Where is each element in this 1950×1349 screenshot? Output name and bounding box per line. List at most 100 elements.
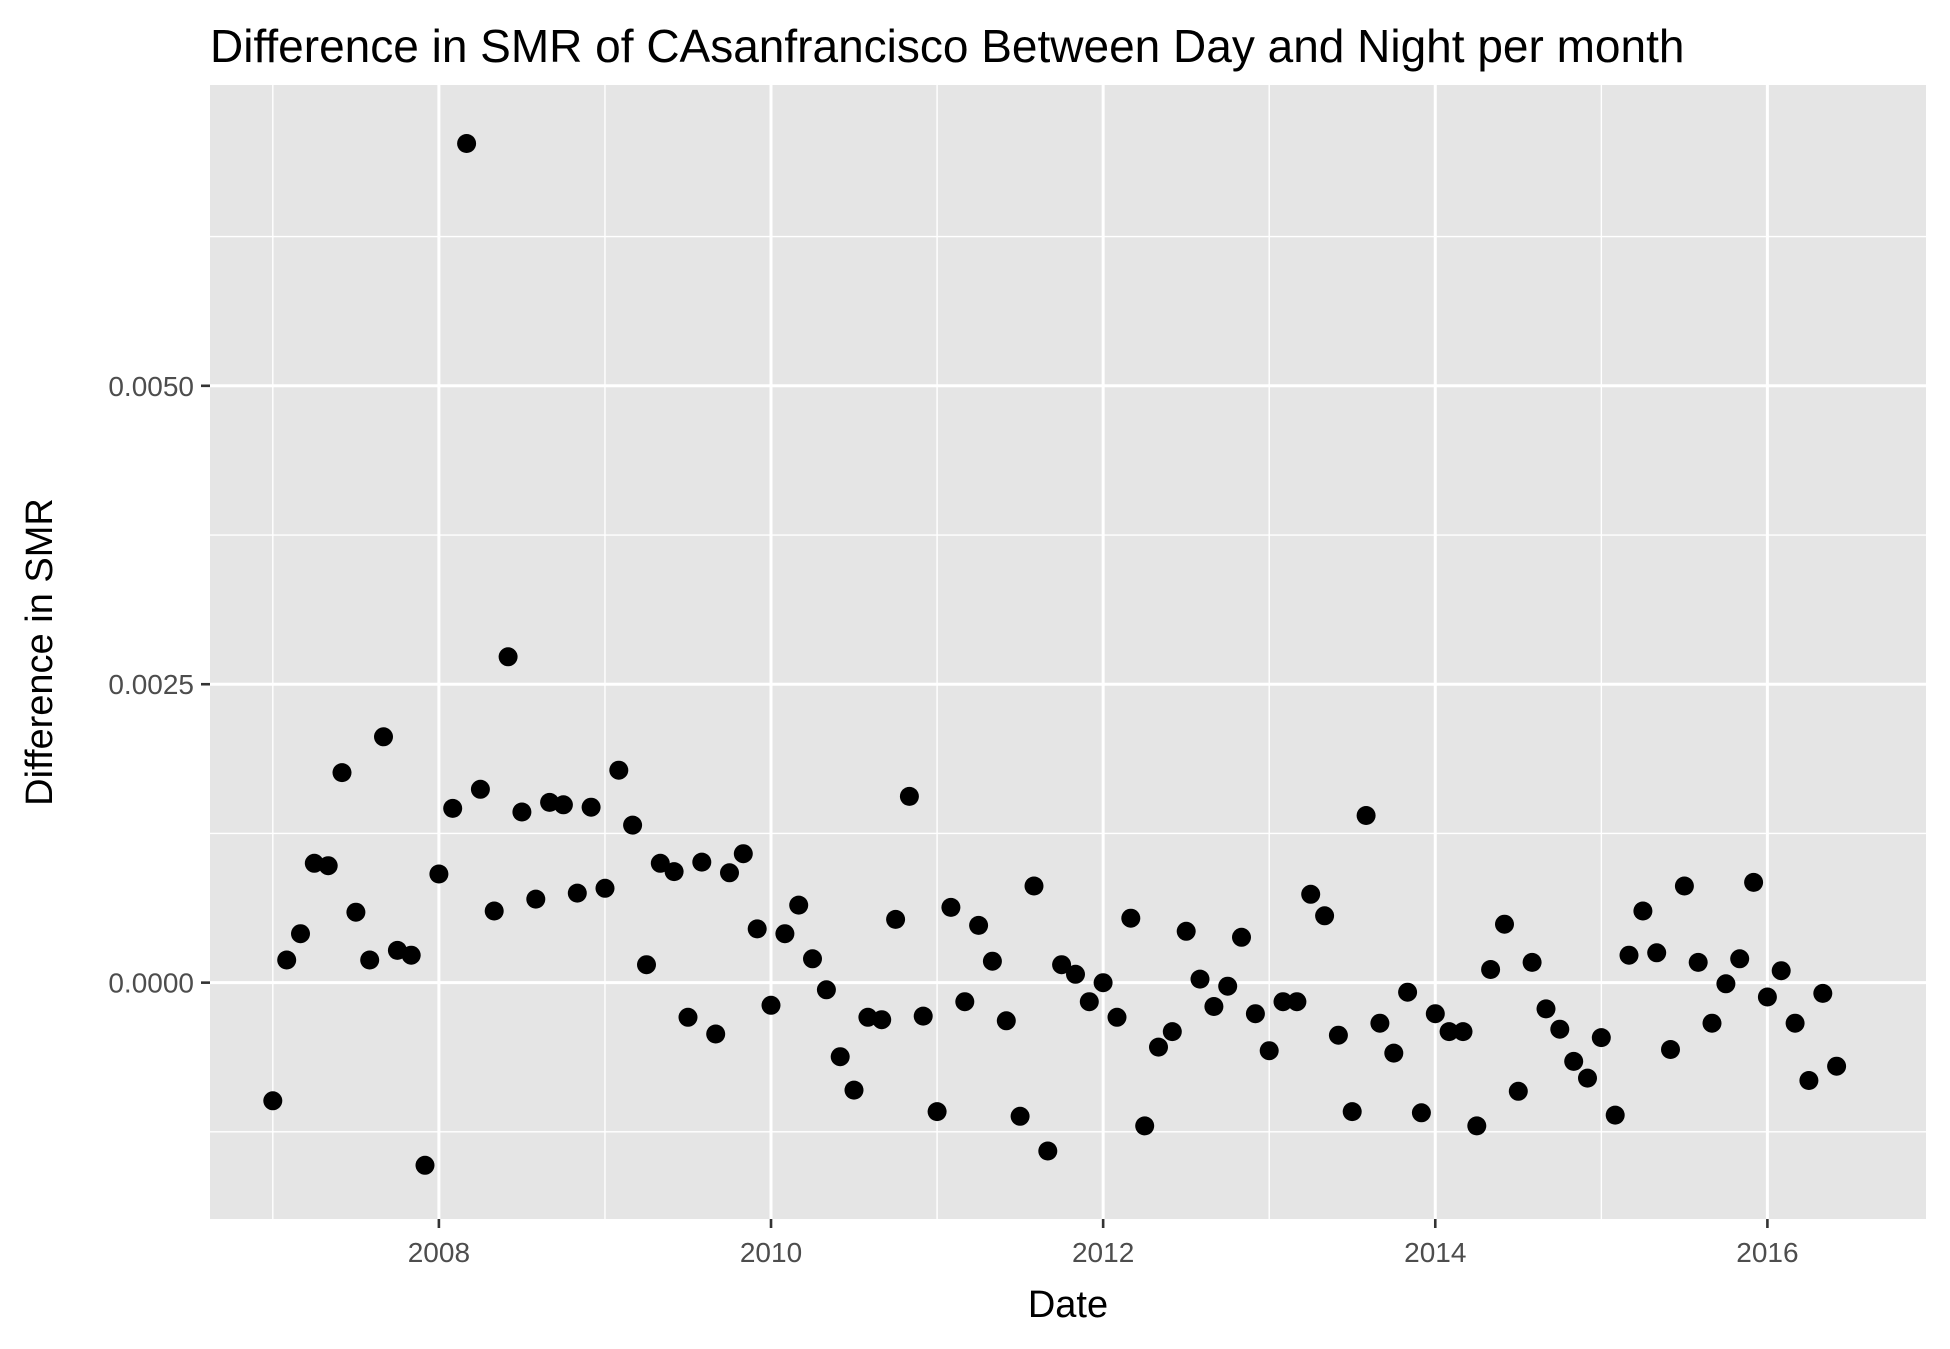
data-point (1619, 945, 1639, 965)
data-point (470, 779, 490, 799)
minor-gridlines (210, 85, 1926, 1219)
data-point (1107, 1007, 1127, 1027)
data-point (886, 909, 906, 929)
y-tick-label: 0.0050 (108, 371, 194, 402)
data-point (1204, 997, 1224, 1016)
data-point (1799, 1071, 1819, 1090)
data-point (1245, 1004, 1265, 1024)
data-point (1273, 992, 1293, 1012)
data-point (1052, 955, 1072, 975)
data-point (775, 924, 795, 944)
data-point (457, 134, 477, 153)
x-tick-label: 2016 (1736, 1237, 1798, 1268)
data-point (1536, 999, 1556, 1019)
y-axis-title: Difference in SMR (19, 498, 61, 806)
data-point (318, 856, 338, 876)
data-point (512, 802, 532, 822)
data-point (969, 915, 989, 935)
data-point (1757, 987, 1777, 1007)
data-point (789, 895, 809, 915)
data-point (1453, 1022, 1473, 1042)
data-points (263, 134, 1847, 1175)
data-point (844, 1080, 864, 1100)
data-point (484, 901, 504, 921)
data-point (1162, 1022, 1182, 1042)
plot-panel (210, 85, 1926, 1219)
data-point (1301, 884, 1321, 904)
data-point (664, 862, 684, 882)
data-point (761, 995, 781, 1015)
data-point (1605, 1105, 1625, 1125)
data-point (567, 883, 587, 903)
x-tick-label: 2014 (1404, 1237, 1466, 1268)
data-point (332, 763, 352, 783)
data-point (899, 786, 919, 806)
data-point (346, 902, 366, 922)
data-point (1550, 1019, 1570, 1039)
data-point (1771, 961, 1791, 981)
data-point (1066, 964, 1085, 984)
x-axis-title: Date (1028, 1284, 1108, 1326)
y-tick-label: 0.0025 (108, 669, 194, 700)
data-point (415, 1155, 435, 1175)
data-point (1564, 1051, 1584, 1071)
data-point (1633, 901, 1653, 921)
data-point (1495, 914, 1514, 934)
data-point (1522, 952, 1542, 972)
data-point (595, 878, 615, 898)
data-point (637, 955, 656, 975)
data-point (1730, 949, 1750, 969)
data-point (1287, 992, 1307, 1012)
data-point (291, 924, 310, 944)
data-point (678, 1007, 698, 1027)
data-point (982, 951, 1002, 971)
data-point (1218, 976, 1238, 996)
data-point (581, 797, 601, 817)
data-point (1411, 1103, 1431, 1123)
data-point (1135, 1116, 1155, 1136)
data-point (1827, 1056, 1847, 1076)
data-point (747, 919, 767, 939)
data-point (720, 863, 739, 883)
data-point (1398, 982, 1418, 1002)
data-point (553, 795, 573, 815)
data-point (443, 798, 463, 818)
data-point (1093, 973, 1113, 993)
data-point (872, 1010, 892, 1030)
data-point (1176, 921, 1196, 941)
data-point (1038, 1141, 1058, 1161)
data-point (803, 949, 822, 969)
data-point (1328, 1025, 1348, 1045)
data-point (913, 1006, 933, 1026)
x-tick-label: 2012 (1072, 1237, 1134, 1268)
data-point (816, 980, 836, 1000)
data-point (733, 844, 753, 864)
major-gridlines (210, 85, 1926, 1219)
data-point (830, 1047, 850, 1067)
data-point (1232, 927, 1251, 947)
data-point (623, 815, 643, 835)
y-axis: 0.0000 0.0025 0.0050 (108, 371, 210, 999)
data-point (1259, 1041, 1279, 1061)
data-point (941, 897, 961, 917)
data-point (1315, 906, 1335, 926)
data-point (1467, 1116, 1487, 1136)
data-point (526, 889, 546, 909)
data-point (360, 950, 380, 970)
data-point (1190, 969, 1210, 989)
data-point (1688, 952, 1708, 972)
data-point (401, 945, 421, 965)
x-axis: 2008 2010 2012 2014 2016 (408, 1219, 1799, 1268)
data-point (692, 852, 712, 872)
data-point (263, 1091, 283, 1111)
data-point (1702, 1013, 1722, 1033)
data-point (955, 992, 975, 1012)
data-point (1370, 1013, 1390, 1033)
data-point (1813, 983, 1833, 1003)
data-point (1010, 1106, 1030, 1126)
data-point (996, 1011, 1016, 1031)
x-tick-label: 2010 (740, 1237, 802, 1268)
data-point (1578, 1068, 1597, 1088)
data-point (1121, 908, 1141, 928)
